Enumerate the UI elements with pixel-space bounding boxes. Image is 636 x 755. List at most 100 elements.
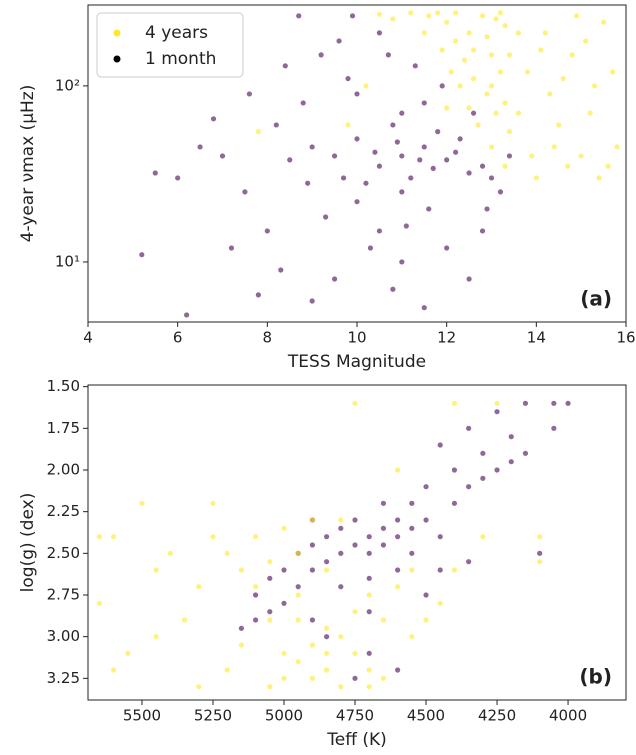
point — [380, 500, 387, 506]
point — [515, 110, 522, 116]
point — [363, 180, 369, 186]
point — [551, 144, 557, 150]
point — [506, 153, 513, 159]
point — [466, 105, 472, 111]
point — [480, 475, 486, 481]
point — [352, 650, 358, 656]
point — [385, 52, 391, 58]
legend-swatch — [113, 29, 121, 37]
x-tick-label: 4250 — [478, 707, 516, 725]
point — [484, 34, 490, 40]
point — [267, 617, 273, 623]
legend-label: 4 years — [145, 23, 208, 43]
point — [551, 400, 557, 406]
point — [480, 534, 486, 540]
legend-swatch — [113, 55, 121, 63]
point — [560, 75, 566, 82]
point — [264, 228, 270, 234]
point — [409, 550, 415, 556]
point — [252, 592, 259, 598]
x-tick-label: 4750 — [336, 707, 374, 725]
x-tick-label: 4000 — [549, 707, 587, 725]
point — [336, 38, 342, 44]
point — [324, 667, 330, 673]
point — [354, 199, 360, 205]
point — [281, 525, 287, 531]
point — [453, 38, 459, 44]
point — [345, 75, 351, 82]
point — [399, 153, 405, 159]
point — [281, 675, 287, 681]
point — [412, 63, 418, 69]
point — [457, 136, 463, 142]
point — [338, 634, 344, 640]
point — [323, 214, 329, 220]
point — [488, 83, 495, 89]
point — [363, 83, 369, 89]
y-tick-label: 1.50 — [47, 377, 80, 395]
y-tick-label: 3.25 — [47, 669, 80, 687]
y-tick-label: 2.75 — [47, 586, 80, 604]
x-tick-label: 12 — [437, 329, 456, 347]
point — [409, 567, 415, 573]
point — [399, 259, 405, 265]
point — [529, 153, 535, 159]
point — [430, 165, 436, 171]
point — [125, 650, 131, 656]
point — [426, 206, 432, 212]
point — [426, 13, 432, 19]
point — [522, 450, 529, 456]
point — [451, 567, 458, 573]
point — [475, 122, 481, 128]
point — [470, 110, 477, 116]
point — [282, 63, 288, 69]
point — [345, 122, 351, 128]
point — [444, 245, 450, 251]
point — [366, 534, 372, 540]
point — [309, 517, 316, 523]
point — [295, 659, 301, 665]
point — [466, 559, 472, 565]
point — [409, 525, 415, 531]
point — [587, 110, 593, 116]
y-tick-label: 3.00 — [47, 627, 80, 645]
point — [376, 228, 383, 234]
y-axis-label: 4-year νmax (μHz) — [18, 85, 38, 243]
point — [395, 567, 401, 573]
point — [417, 157, 423, 163]
point — [538, 47, 544, 53]
point — [444, 157, 450, 163]
point — [349, 13, 356, 19]
point — [556, 122, 562, 128]
point — [197, 144, 203, 150]
point — [252, 584, 259, 590]
point — [309, 567, 316, 573]
point — [565, 400, 571, 406]
plot-area — [139, 10, 620, 318]
axes-frame — [87, 384, 627, 701]
plot-area — [96, 400, 571, 690]
point — [565, 163, 571, 169]
point — [366, 575, 372, 581]
x-tick-label: 4500 — [407, 707, 445, 725]
x-tick-label: 4 — [83, 329, 93, 347]
point — [395, 534, 401, 540]
point — [423, 592, 429, 598]
point — [287, 157, 293, 163]
point — [380, 525, 387, 531]
point — [497, 69, 504, 75]
point — [466, 170, 472, 176]
point — [484, 206, 490, 212]
y-tick-label: 2.50 — [47, 544, 80, 562]
point — [224, 550, 230, 556]
point — [494, 409, 500, 415]
point — [210, 500, 216, 506]
point — [444, 105, 450, 111]
legend-label: 1 month — [145, 49, 216, 69]
point — [533, 175, 539, 181]
point — [96, 600, 102, 606]
point — [219, 153, 226, 159]
legend-box — [96, 12, 244, 78]
x-tick-label: 5000 — [265, 707, 303, 725]
y-tick-label: 10² — [55, 76, 80, 94]
